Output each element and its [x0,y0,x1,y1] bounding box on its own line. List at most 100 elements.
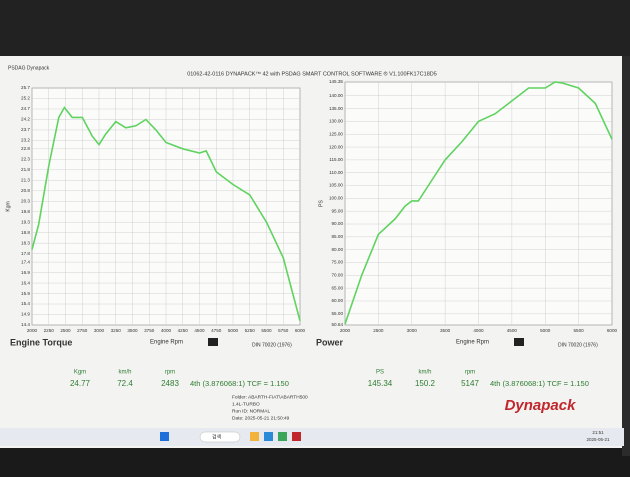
x-tick-label: 5000 [540,328,551,333]
y-tick-label: 15.9 [21,291,30,296]
readout-gear: 4th (3.876068:1) TCF = 1.150 [190,379,289,388]
x-tick-label: 3500 [127,328,138,333]
y-tick-label: 85.00 [332,234,344,239]
x-tick-label: 5500 [574,328,585,333]
y-tick-label: 120.00 [329,144,343,149]
y-tick-label: 60.00 [332,298,344,303]
y-tick-label: 95.00 [332,208,344,213]
y-tick-label: 18.8 [21,230,30,235]
x-tick-label: 2000 [340,328,351,333]
x-tick-label: 5000 [228,328,239,333]
data-line [31,106,301,322]
readout-value: 24.77 [70,379,91,388]
app-icon[interactable] [250,432,259,441]
y-tick-label: 15.4 [21,301,30,306]
x-tick-label: 3500 [440,328,451,333]
run-info: Run ID: NORMAL [232,408,270,414]
clock-time: 21:51 [592,430,604,435]
y-tick-label: 24.7 [21,106,30,111]
x-tick-label: 3250 [111,328,122,333]
app-label: PSDAG Dynapack [8,65,50,71]
y-tick-label: 125.00 [329,131,343,136]
readout-header: rpm [465,370,475,376]
readout-value: 150.2 [415,379,436,388]
y-tick-label: 14.9 [21,312,30,317]
y-tick-label: 50.64 [332,322,344,327]
x-tick-label: 6000 [295,328,306,333]
axis-button[interactable] [514,338,524,346]
readout-gear: 4th (3.876068:1) TCF = 1.150 [490,379,589,388]
y-tick-label: 21.8 [21,167,30,172]
x-tick-label: 4500 [194,328,205,333]
readout-header: km/h [118,370,131,376]
x-tick-label: 2500 [373,328,384,333]
readout-value: 2483 [161,379,179,388]
y-tick-label: 22.8 [21,146,30,151]
x-tick-label: 4500 [507,328,518,333]
y-tick-label: 80.00 [332,247,344,252]
start-button[interactable] [160,432,169,441]
chart-subtitle: DIN 70020 (1976) [558,342,598,348]
x-axis-title: Engine Rpm [150,340,183,346]
y-tick-label: 19.3 [21,219,30,224]
y-tick-label: 115.00 [329,157,343,162]
y-tick-label: 24.2 [21,117,30,122]
x-tick-label: 2750 [77,328,88,333]
search-label[interactable]: 검색 [212,433,222,440]
run-info: Folder: ABARTH-FIAT\ABARTH500 [232,394,308,400]
readout-header: PS [376,370,384,376]
app-icon[interactable] [292,432,301,441]
readout-header: km/h [418,370,431,376]
logo: Dynapack [505,397,577,414]
y-tick-label: 23.2 [21,138,30,143]
bezel-top [0,0,630,58]
app-icon[interactable] [264,432,273,441]
y-tick-label: 110.00 [329,170,343,175]
x-tick-label: 2250 [44,328,55,333]
y-tick-label: 145.35 [329,79,343,84]
y-tick-label: 17.8 [21,251,30,256]
x-tick-label: 3000 [94,328,105,333]
y-tick-label: 20.3 [21,198,30,203]
y-axis-title: Kgm [5,201,11,211]
y-tick-label: 140.00 [329,93,343,98]
y-tick-label: 55.00 [332,311,344,316]
y-tick-label: 16.9 [21,270,30,275]
chart-title: Power [316,337,344,347]
bezel-right [622,56,630,456]
y-tick-label: 14.4 [21,322,30,327]
search-box[interactable] [199,431,241,443]
readout-value: 72.4 [117,379,133,388]
x-tick-label: 6000 [607,328,618,333]
y-tick-label: 21.3 [21,178,30,183]
readout-header: rpm [165,370,175,376]
axis-button[interactable] [208,338,218,346]
y-tick-label: 135.00 [329,106,343,111]
y-tick-label: 18.3 [21,240,30,245]
x-tick-label: 4750 [211,328,222,333]
x-tick-label: 4000 [161,328,172,333]
readout-value: 5147 [461,379,479,388]
data-line [344,81,613,325]
y-axis-title: PS [318,200,324,207]
x-tick-label: 2500 [60,328,71,333]
logo-box [480,390,610,422]
y-tick-label: 100.00 [329,196,343,201]
x-tick-label: 3000 [407,328,418,333]
run-info: 1.4L-TURBO [232,401,260,407]
x-tick-label: 4000 [473,328,484,333]
window-title: 01062-42-0116 DYNAPACK™ 42 with PSDAG SM… [187,70,437,77]
run-info: Date: 2025-05-21 21:50:49 [232,415,290,421]
app-icon[interactable] [278,432,287,441]
y-tick-label: 20.8 [21,188,30,193]
y-tick-label: 22.3 [21,157,30,162]
y-tick-label: 19.8 [21,209,30,214]
chart-title: Engine Torque [10,337,72,347]
x-tick-label: 2000 [27,328,38,333]
taskbar [0,428,624,446]
y-tick-label: 65.00 [332,285,344,290]
y-tick-label: 105.00 [329,183,343,188]
x-tick-label: 3750 [144,328,155,333]
